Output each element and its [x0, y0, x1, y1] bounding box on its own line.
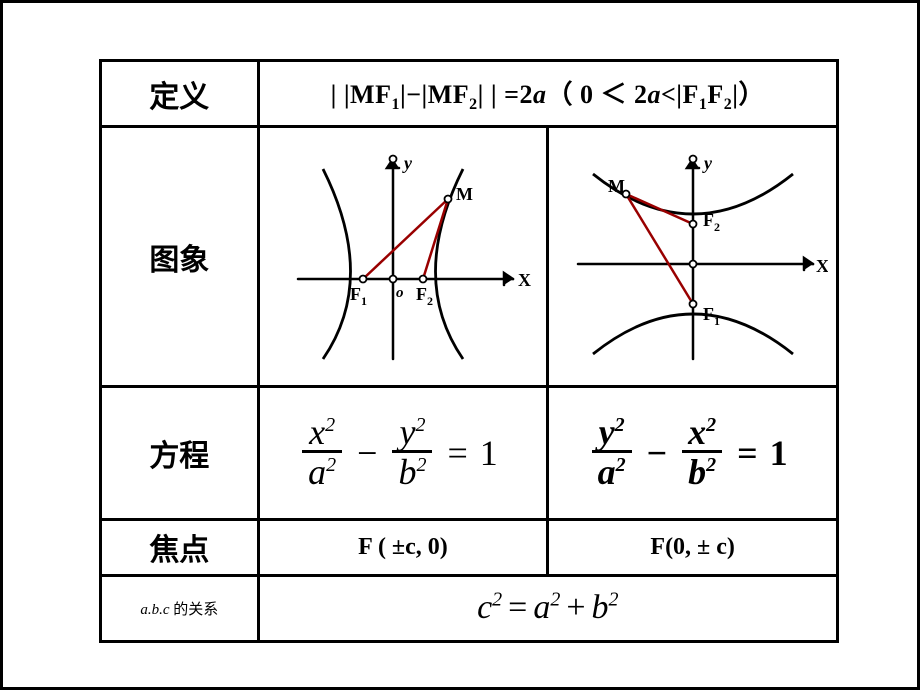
hyperbola-vertical-graph: y X M F2 F1	[558, 144, 828, 369]
focus-vertical: F(0, ± c)	[650, 534, 734, 560]
axis-label-x: X	[816, 256, 828, 276]
hyperbola-table: 定义 | |MF1|−|MF2| | =2a（ 0 ＜ 2a<|F1F2|） 图…	[99, 59, 839, 643]
def-sub: 1	[391, 96, 400, 113]
def-part: <|F	[661, 80, 699, 109]
cell-graph-horizontal: y X M o F1 F2	[258, 127, 548, 387]
cell-relation: c2=a2+b2	[258, 575, 837, 641]
def-part: F	[707, 80, 723, 109]
point-label-m: M	[456, 184, 473, 204]
definition-expression: | |MF1|−|MF2| | =2a（ 0 ＜ 2a<|F1F2|）	[331, 80, 765, 109]
hyperbola-horizontal-graph: y X M o F1 F2	[268, 144, 538, 369]
label-focus: 焦点	[101, 520, 259, 575]
label-image: 图象	[101, 127, 259, 387]
equation-horizontal: x2a2 − y2b2 =1	[302, 414, 504, 493]
focus-label-f1: F1	[703, 304, 720, 328]
cell-equation-vertical: y2a2 − x2b2 =1	[548, 387, 838, 520]
label-definition: 定义	[101, 61, 259, 127]
point-label-m: M	[608, 176, 625, 196]
origin-label: o	[396, 285, 404, 301]
equation-vertical: y2a2 − x2b2 =1	[592, 414, 794, 493]
def-part: | | =2	[478, 80, 533, 109]
def-part: |−|MF	[400, 80, 469, 109]
row-definition: 定义 | |MF1|−|MF2| | =2a（ 0 ＜ 2a<|F1F2|）	[101, 61, 838, 127]
def-part: （ 0 ＜ 2	[546, 80, 647, 109]
axis-label-y: y	[402, 153, 413, 173]
relation-equation: c2=a2+b2	[477, 589, 618, 626]
focus-label-f2: F2	[416, 284, 433, 308]
def-part: |）	[732, 80, 765, 109]
cell-definition: | |MF1|−|MF2| | =2a（ 0 ＜ 2a<|F1F2|）	[258, 61, 837, 127]
cell-focus-horizontal: F ( ±c, 0)	[258, 520, 548, 575]
def-var: a	[533, 80, 547, 109]
slide: 定义 | |MF1|−|MF2| | =2a（ 0 ＜ 2a<|F1F2|） 图…	[0, 0, 920, 690]
label-relation: a.b.c 的关系	[101, 575, 259, 641]
label-equation: 方程	[101, 387, 259, 520]
focus-label-f2: F2	[703, 210, 720, 234]
row-image: 图象 y	[101, 127, 838, 387]
row-relation: a.b.c 的关系 c2=a2+b2	[101, 575, 838, 641]
def-var: a	[647, 80, 661, 109]
def-part: | |MF	[331, 80, 392, 109]
cell-graph-vertical: y X M F2 F1	[548, 127, 838, 387]
axis-label-x: X	[518, 270, 531, 290]
cell-equation-horizontal: x2a2 − y2b2 =1	[258, 387, 548, 520]
cell-focus-vertical: F(0, ± c)	[548, 520, 838, 575]
axis-label-y: y	[702, 153, 713, 173]
row-equation: 方程 x2a2 − y2b2 =1 y2a2 − x2b2 =1	[101, 387, 838, 520]
relation-suffix: 的关系	[170, 602, 219, 618]
focus-horizontal: F ( ±c, 0)	[358, 534, 448, 560]
def-sub: 2	[469, 96, 478, 113]
focus-label-f1: F1	[350, 284, 367, 308]
relation-vars: a.b.c	[140, 602, 169, 618]
row-focus: 焦点 F ( ±c, 0) F(0, ± c)	[101, 520, 838, 575]
